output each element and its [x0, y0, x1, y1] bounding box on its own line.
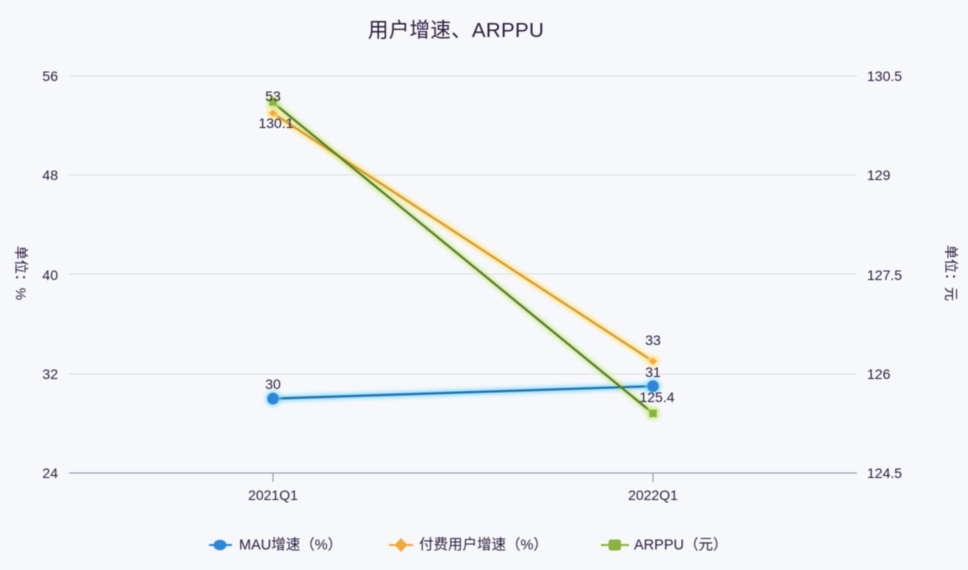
- svg-text:单位：元: 单位：元: [943, 245, 959, 301]
- svg-text:31: 31: [645, 364, 661, 380]
- svg-text:30: 30: [265, 376, 281, 392]
- svg-text:48: 48: [42, 167, 58, 183]
- svg-text:129: 129: [867, 167, 891, 183]
- svg-text:40: 40: [42, 267, 58, 283]
- svg-text:53: 53: [265, 88, 281, 104]
- svg-text:单位：%: 单位：%: [13, 246, 29, 300]
- svg-text:24: 24: [42, 465, 58, 481]
- svg-text:33: 33: [645, 332, 661, 348]
- svg-text:130.1: 130.1: [258, 115, 293, 131]
- svg-text:2022Q1: 2022Q1: [628, 487, 678, 503]
- svg-text:付费用户增速（%）: 付费用户增速（%）: [419, 537, 548, 554]
- svg-text:MAU增速（%）: MAU增速（%）: [239, 537, 342, 554]
- svg-text:124.5: 124.5: [867, 465, 902, 481]
- svg-text:32: 32: [42, 366, 58, 382]
- svg-text:56: 56: [42, 68, 58, 84]
- svg-text:125.4: 125.4: [639, 389, 674, 405]
- svg-text:126: 126: [867, 366, 891, 382]
- svg-text:2021Q1: 2021Q1: [248, 487, 298, 503]
- svg-text:ARPPU（元）: ARPPU（元）: [634, 537, 727, 554]
- svg-text:用户增速、ARPPU: 用户增速、ARPPU: [368, 19, 544, 42]
- svg-text:127.5: 127.5: [867, 267, 902, 283]
- svg-text:130.5: 130.5: [867, 68, 902, 84]
